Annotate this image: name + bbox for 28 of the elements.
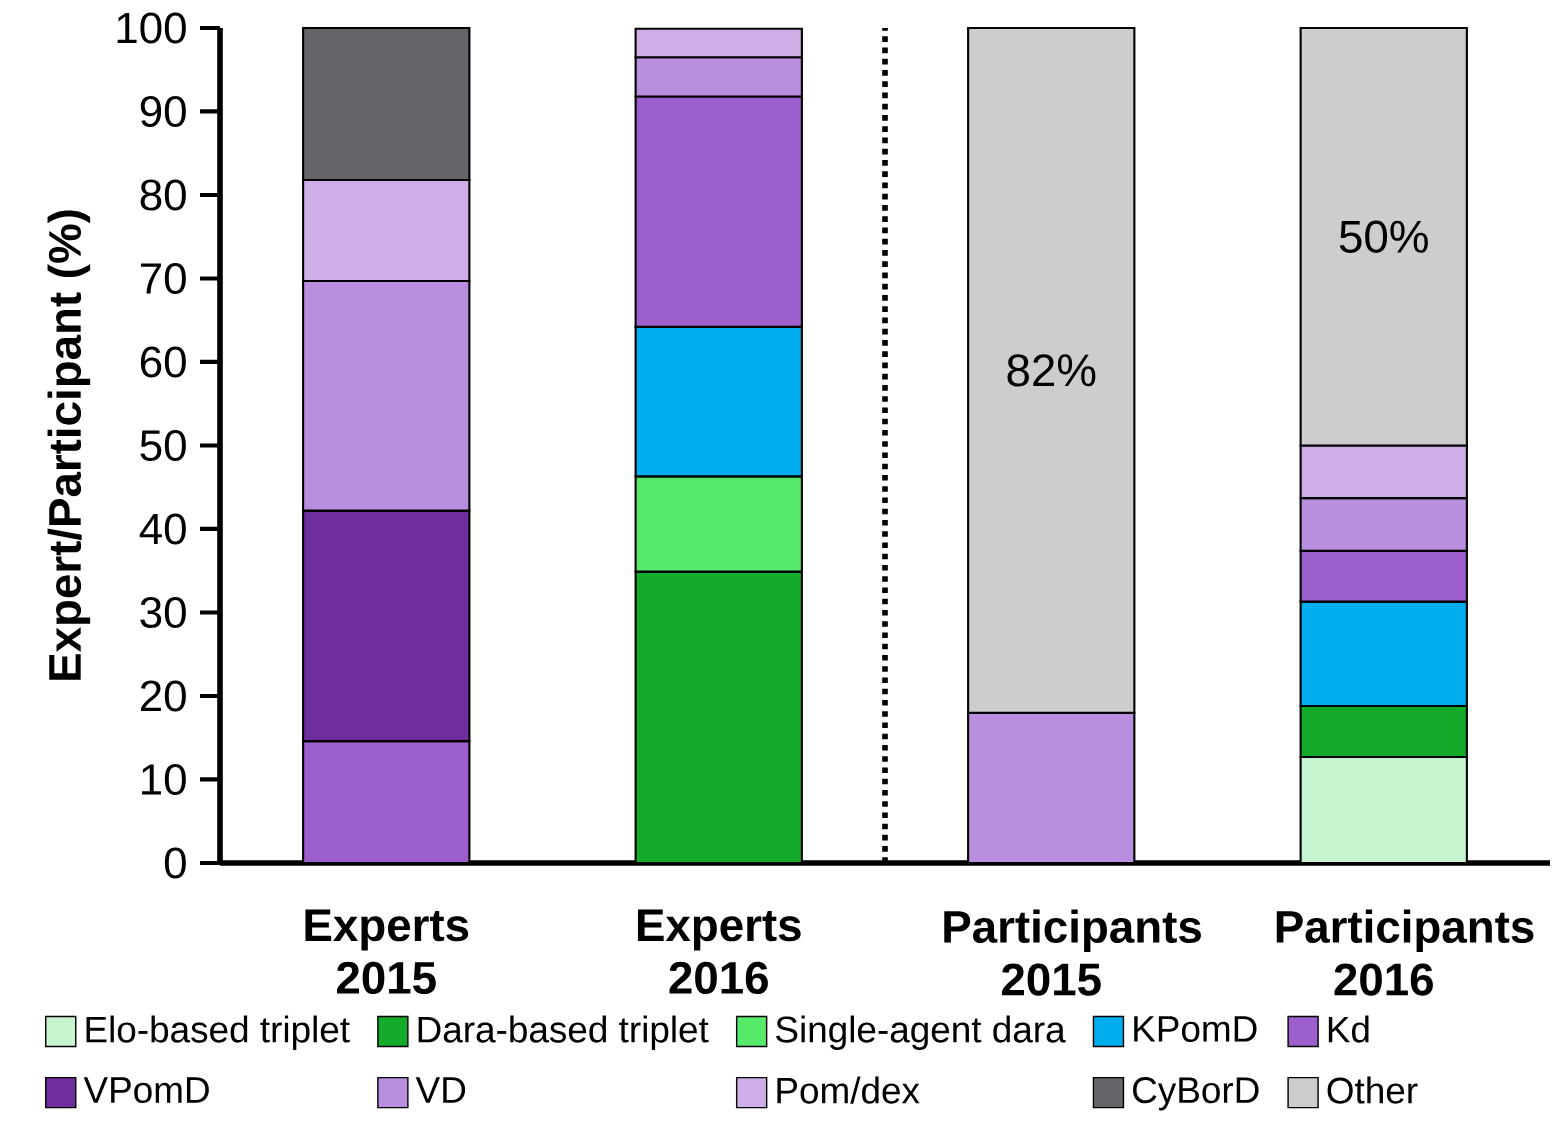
y-tick-label: 10 — [142, 763, 186, 796]
y-tick-label: 60 — [140, 346, 186, 378]
legend-label: CyBorD — [1133, 1077, 1259, 1111]
legend-label: Elo-based triplet — [86, 1015, 350, 1050]
y-tick-label: 100 — [117, 12, 186, 44]
legend-label: Pom/dex — [777, 1076, 920, 1104]
legend-label: Dara-based triplet — [418, 1015, 709, 1050]
legend-label: VD — [415, 1077, 466, 1103]
x-tick-label: Participants 2016 — [1276, 909, 1534, 996]
legend-label: Other — [1327, 1076, 1418, 1104]
legend-label: KPomD — [1134, 1016, 1257, 1042]
y-tick-label: 40 — [139, 513, 186, 545]
legend-label: VPomD — [83, 1077, 209, 1104]
x-tick-label: Experts 2015 — [305, 909, 469, 995]
legend-label: Kd — [1328, 1015, 1369, 1043]
y-tick-label: 50 — [140, 429, 186, 462]
y-tick-label: 0 — [164, 847, 186, 879]
y-tick-label: 30 — [140, 596, 186, 629]
y-tick-label: 90 — [140, 95, 186, 128]
data-label: 50% — [1339, 220, 1428, 253]
y-axis-title: Expert/Participant (%) — [47, 210, 91, 680]
x-tick-label: Participants 2015 — [944, 909, 1201, 996]
y-tick-label: 70 — [140, 262, 186, 295]
y-tick-label: 80 — [140, 179, 186, 211]
data-label: 82% — [1007, 354, 1096, 387]
x-tick-label: Experts 2016 — [637, 909, 801, 995]
y-tick-label: 20 — [140, 680, 186, 712]
legend-label: Single-agent dara — [776, 1015, 1066, 1050]
